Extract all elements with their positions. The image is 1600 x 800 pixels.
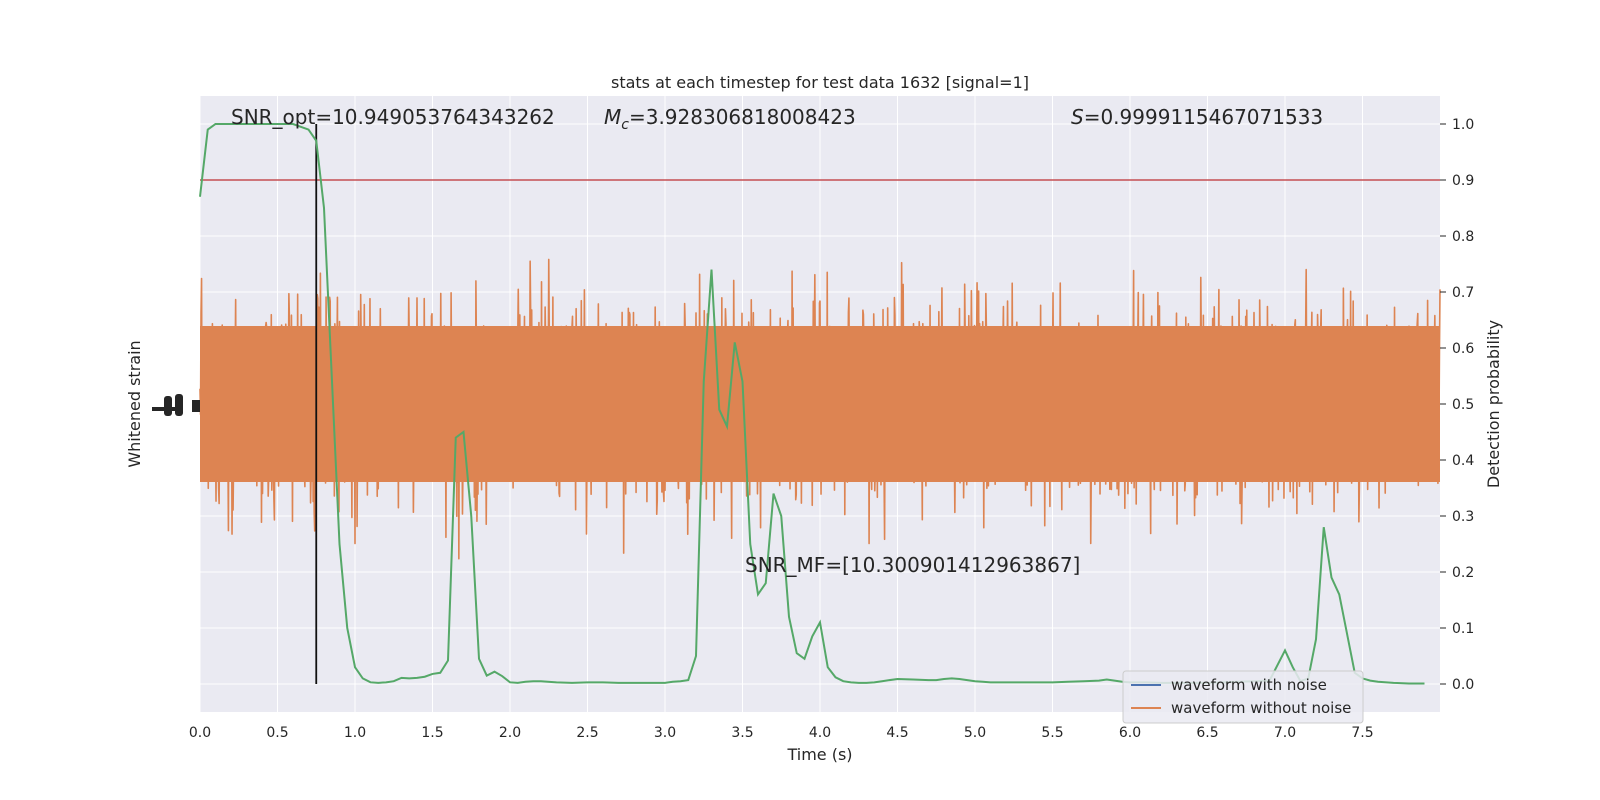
left-tick-cluster: [175, 394, 183, 416]
y-tick-label: 0.3: [1452, 509, 1474, 525]
x-tick-label: 1.5: [421, 725, 443, 741]
y-tick-label: 0.8: [1452, 229, 1474, 245]
x-tick-label: 4.0: [809, 725, 831, 741]
legend-box: [1122, 670, 1364, 724]
y-tick-label: 0.5: [1452, 397, 1474, 413]
s-symbol: S: [1071, 105, 1084, 129]
y-axis-right-label: Detection probability: [1484, 320, 1503, 488]
legend-label-without-noise: waveform without noise: [1171, 699, 1351, 717]
x-axis: 0.0 0.5 1.0 1.5 2.0 2.5 3.0 3.5 4.0 4.5 5.0 5.5 6.0 6…: [189, 725, 1374, 741]
x-tick-label: 4.5: [886, 725, 908, 741]
left-tick-cluster: [164, 396, 172, 416]
chart-title: stats at each timestep for test data 163…: [611, 73, 1029, 92]
y-tick-label: 0.2: [1452, 565, 1474, 581]
y-tick-label: 1.0: [1452, 117, 1474, 133]
chirp-mass-annotation: Mc=3.928306818008423: [604, 105, 856, 133]
legend: waveform with noise waveform without noi…: [1122, 670, 1364, 724]
y-tick-label: 0.1: [1452, 621, 1474, 637]
x-tick-label: 3.0: [654, 725, 676, 741]
x-tick-label: 5.5: [1041, 725, 1063, 741]
chirp-mass-value: =3.928306818008423: [629, 105, 856, 129]
x-tick-label: 0.0: [189, 725, 211, 741]
waveform-without-noise-trace: [199, 258, 1441, 560]
x-tick-label: 6.5: [1196, 725, 1218, 741]
y-axis-left-label: Whitened strain: [125, 340, 144, 467]
legend-label-with-noise: waveform with noise: [1171, 676, 1327, 694]
y-tick-label: 0.4: [1452, 453, 1474, 469]
chirp-mass-subscript: c: [621, 117, 629, 133]
s-annotation: S=0.9999115467071533: [1071, 105, 1323, 129]
x-tick-label: 3.5: [731, 725, 753, 741]
chirp-mass-symbol: M: [604, 105, 621, 129]
y-tick-label: 0.7: [1452, 285, 1474, 301]
x-tick-label: 7.5: [1351, 725, 1373, 741]
snr-opt-annotation: SNR_opt=10.949053764343262: [231, 105, 555, 129]
noise-core-band: [200, 326, 1440, 482]
x-axis-label: Time (s): [786, 745, 852, 764]
x-tick-label: 7.0: [1274, 725, 1296, 741]
y-tick-label: 0.6: [1452, 341, 1474, 357]
y-tick-label: 0.0: [1452, 677, 1474, 693]
x-tick-label: 6.0: [1119, 725, 1141, 741]
y-axis-right: 0.0 0.1 0.2 0.3 0.4 0.5 0.6 0.7 0.8 0.9 1.0: [1440, 117, 1474, 693]
x-tick-label: 2.0: [499, 725, 521, 741]
y-axis-left-ticks: [152, 394, 200, 416]
x-tick-label: 2.5: [576, 725, 598, 741]
snr-mf-annotation: SNR_MF=[10.300901412963867]: [745, 553, 1080, 577]
x-tick-label: 1.0: [344, 725, 366, 741]
x-tick-label: 0.5: [266, 725, 288, 741]
left-tick-cluster: [192, 400, 200, 412]
s-value: =0.9999115467071533: [1084, 105, 1323, 129]
y-tick-label: 0.9: [1452, 173, 1474, 189]
x-tick-label: 5.0: [964, 725, 986, 741]
